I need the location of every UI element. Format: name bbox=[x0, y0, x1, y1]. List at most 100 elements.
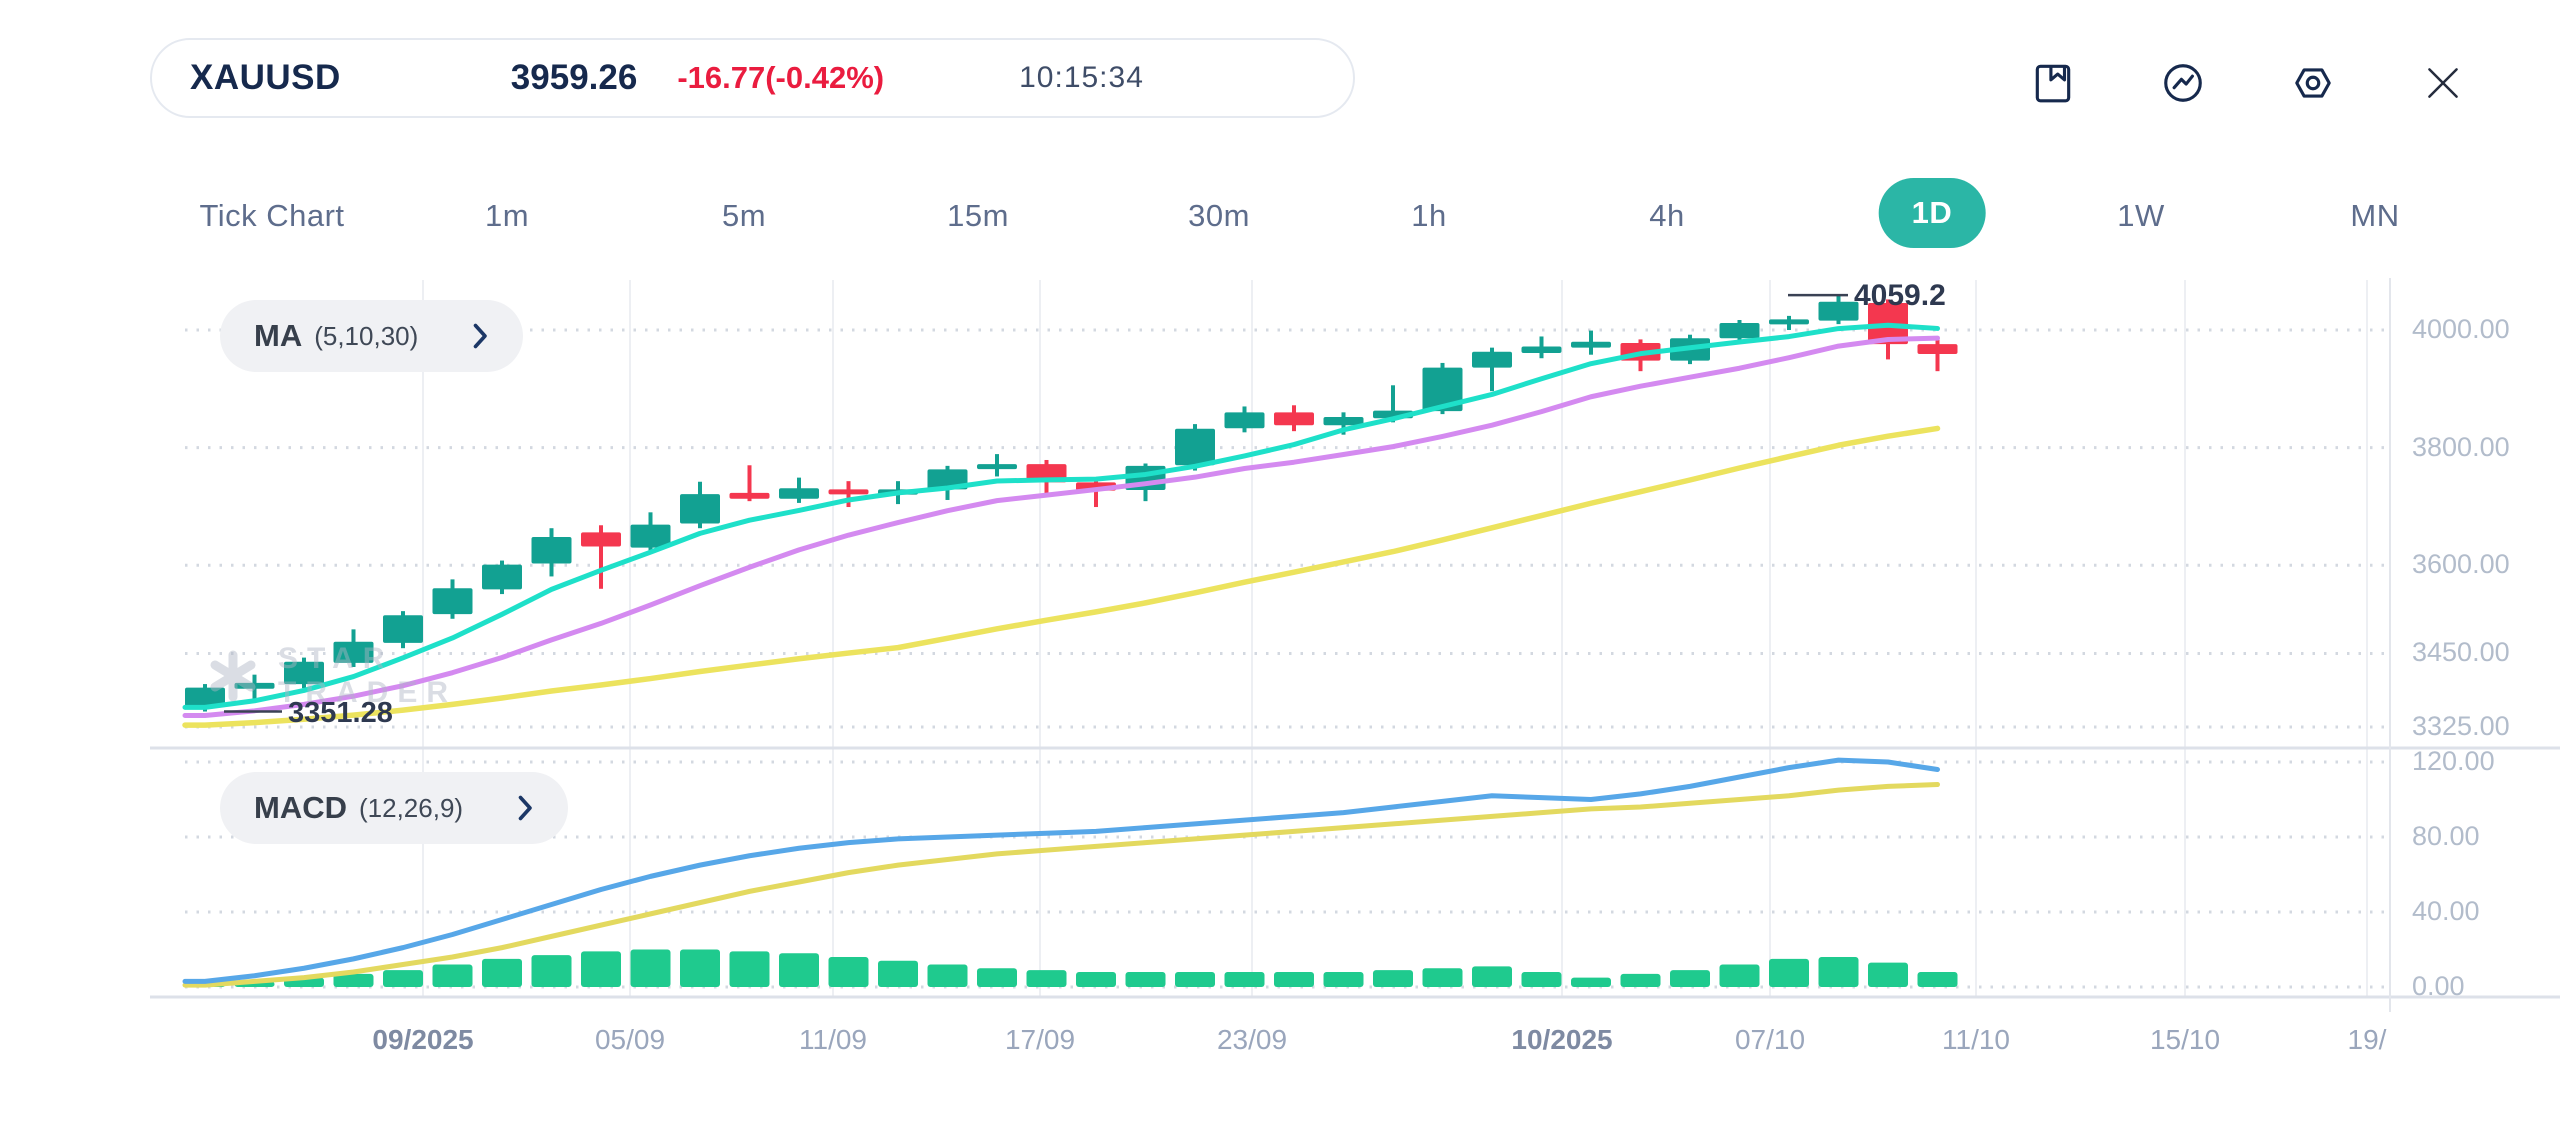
macd-signal-line bbox=[182, 782, 1940, 988]
symbol-name: XAUUSD bbox=[190, 58, 341, 97]
chevron-right-icon bbox=[472, 322, 489, 350]
price-tick-label: 3325.00 bbox=[2412, 711, 2510, 741]
low-price-annotation: 3351.28 bbox=[288, 697, 393, 729]
candle[interactable] bbox=[581, 525, 621, 589]
price-tick-label: 3450.00 bbox=[2412, 637, 2510, 668]
ma-indicator-pill[interactable]: MA (5,10,30) bbox=[220, 300, 524, 372]
macd-histogram-bar bbox=[1422, 968, 1463, 987]
candle[interactable] bbox=[1175, 424, 1215, 471]
candle[interactable] bbox=[284, 657, 324, 689]
ma-params: (5,10,30) bbox=[314, 320, 419, 351]
candle-body bbox=[1224, 412, 1265, 429]
timeframe-tab-tick-chart[interactable]: Tick Chart bbox=[199, 198, 345, 233]
timeframe-tab-mn[interactable]: MN bbox=[2350, 198, 2400, 233]
candle[interactable] bbox=[1274, 405, 1314, 432]
timeframe-tab-1d[interactable]: 1D bbox=[1878, 178, 1986, 248]
ma10-line bbox=[182, 335, 1940, 718]
date-tick-label: 23/09 bbox=[1216, 1024, 1288, 1055]
candle-body bbox=[234, 682, 275, 689]
date-tick-label: 17/09 bbox=[1004, 1024, 1076, 1055]
macd-histogram-bar bbox=[680, 949, 720, 987]
timeframe-tab-1h[interactable]: 1h bbox=[1411, 198, 1447, 233]
macd-histogram-bar bbox=[1571, 977, 1611, 987]
server-time: 10:15:34 bbox=[1019, 61, 1144, 94]
macd-tick-label: 40.00 bbox=[2412, 896, 2480, 926]
candle[interactable] bbox=[977, 454, 1017, 477]
macd-histogram-bar bbox=[1719, 964, 1760, 987]
macd-histogram-bar bbox=[1769, 958, 1809, 987]
macd-histogram-bar bbox=[779, 953, 819, 987]
timeframe-tab-30m[interactable]: 30m bbox=[1188, 198, 1250, 233]
settings-button[interactable] bbox=[2290, 60, 2336, 106]
candle[interactable] bbox=[1818, 295, 1859, 325]
macd-histogram-bar bbox=[531, 955, 572, 987]
date-tick-label: 19/ bbox=[2347, 1024, 2387, 1055]
candle-body bbox=[482, 564, 522, 590]
macd-histogram-bar bbox=[977, 968, 1017, 987]
chart-toolbar bbox=[2030, 60, 2466, 106]
candle[interactable] bbox=[531, 528, 572, 577]
last-price: 3959.26 bbox=[510, 58, 638, 97]
candle-body bbox=[1917, 344, 1958, 354]
timeframe-tab-4h[interactable]: 4h bbox=[1649, 198, 1685, 233]
candle-body bbox=[1323, 417, 1364, 426]
macd-histogram-bar bbox=[1868, 962, 1908, 987]
macd-histogram-bar bbox=[383, 970, 423, 987]
candle-body bbox=[1274, 412, 1314, 426]
macd-histogram-bar bbox=[1521, 972, 1562, 987]
candle-body bbox=[1422, 367, 1463, 412]
candle[interactable] bbox=[779, 477, 819, 503]
bookmark-icon bbox=[2035, 64, 2071, 103]
candle-body bbox=[581, 532, 621, 547]
date-tick-label: 11/09 bbox=[799, 1024, 867, 1055]
macd-histogram-bar bbox=[333, 973, 374, 987]
candle-body bbox=[630, 524, 671, 548]
macd-histogram-bar bbox=[1076, 972, 1116, 987]
macd-histogram-bar bbox=[828, 957, 869, 987]
candle[interactable] bbox=[729, 465, 770, 502]
macd-histogram-bar bbox=[1026, 970, 1067, 987]
candle[interactable] bbox=[680, 481, 720, 529]
candle-body bbox=[1521, 346, 1562, 353]
candle[interactable] bbox=[1571, 330, 1611, 355]
macd-line bbox=[182, 757, 1940, 984]
timeframe-tab-1w[interactable]: 1W bbox=[2117, 198, 2165, 233]
macd-histogram-bar bbox=[1175, 972, 1215, 987]
candle[interactable] bbox=[1224, 406, 1265, 433]
bookmark-button[interactable] bbox=[2030, 60, 2076, 106]
candle[interactable] bbox=[432, 579, 473, 619]
timeframe-tab-15m[interactable]: 15m bbox=[947, 198, 1009, 233]
macd-tick-label: 120.00 bbox=[2412, 746, 2495, 776]
macd-histogram-bar bbox=[1670, 970, 1710, 987]
candle[interactable] bbox=[482, 560, 522, 595]
date-tick-label: 10/2025 bbox=[1511, 1024, 1613, 1055]
ma5-line bbox=[182, 322, 1940, 710]
close-icon bbox=[2428, 68, 2458, 98]
timeframe-tabs: Tick Chart 1m 5m 15m 30m 1h 4h 1D 1W MN bbox=[0, 170, 2560, 270]
macd-histogram-bar bbox=[729, 951, 770, 987]
candle[interactable] bbox=[1769, 315, 1809, 330]
candle[interactable] bbox=[1521, 336, 1562, 359]
macd-histogram-bar bbox=[1323, 972, 1364, 987]
close-button[interactable] bbox=[2420, 60, 2466, 106]
candle[interactable] bbox=[927, 465, 968, 500]
candle[interactable] bbox=[828, 481, 869, 508]
candle[interactable] bbox=[1917, 336, 1958, 372]
candle[interactable] bbox=[1472, 347, 1512, 392]
candle[interactable] bbox=[383, 611, 423, 649]
macd-histogram-bar bbox=[630, 949, 671, 987]
timeframe-tab-1m[interactable]: 1m bbox=[484, 198, 530, 233]
candle[interactable] bbox=[630, 512, 671, 552]
date-tick-label: 15/10 bbox=[2149, 1024, 2221, 1055]
price-tick-label: 3600.00 bbox=[2412, 549, 2510, 580]
candle[interactable] bbox=[333, 629, 374, 668]
candle-body bbox=[185, 687, 225, 707]
candle[interactable] bbox=[234, 674, 275, 700]
indicator-button[interactable] bbox=[2160, 60, 2206, 106]
candle[interactable] bbox=[1719, 320, 1760, 342]
timeframe-tab-5m[interactable]: 5m bbox=[721, 198, 767, 233]
date-tick-label: 07/10 bbox=[1734, 1024, 1806, 1055]
macd-indicator-pill[interactable]: MACD (12,26,9) bbox=[220, 772, 569, 844]
